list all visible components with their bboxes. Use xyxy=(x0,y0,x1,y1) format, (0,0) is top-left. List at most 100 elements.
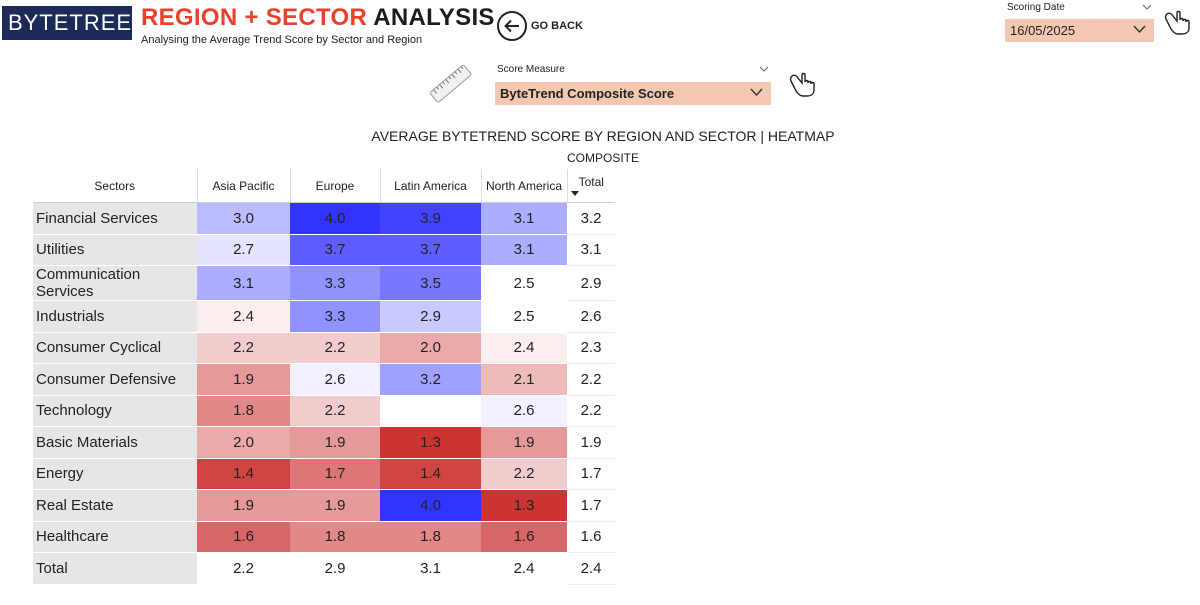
sector-label[interactable]: Communication Services xyxy=(33,265,197,301)
chevron-down-icon[interactable] xyxy=(759,66,769,72)
row-total-cell[interactable]: 3.1 xyxy=(567,234,615,266)
go-back-button[interactable]: GO BACK xyxy=(497,11,583,41)
heatmap-cell[interactable]: 1.8 xyxy=(290,521,380,553)
heatmap-cell[interactable]: 1.6 xyxy=(481,521,567,553)
heatmap-cell[interactable]: 2.4 xyxy=(197,300,290,333)
chevron-down-icon[interactable] xyxy=(1142,4,1152,10)
column-header-asia-pacific[interactable]: Asia Pacific xyxy=(197,169,291,203)
page-title-accent: REGION + SECTOR xyxy=(141,4,368,31)
heatmap-cell[interactable]: 2.0 xyxy=(380,332,481,364)
total-row-label[interactable]: Total xyxy=(33,552,197,585)
heatmap-cell[interactable]: 3.5 xyxy=(380,265,481,301)
heatmap-cell[interactable]: 3.1 xyxy=(481,202,567,235)
heatmap-cell[interactable]: 3.9 xyxy=(380,202,481,235)
row-total-cell[interactable]: 1.7 xyxy=(567,458,615,490)
heatmap-cell[interactable]: 3.7 xyxy=(290,234,380,266)
sector-label[interactable]: Consumer Cyclical xyxy=(33,332,197,364)
table-row: Healthcare 1.6 1.8 1.8 1.6 1.6 xyxy=(33,521,615,553)
row-total-cell[interactable]: 2.3 xyxy=(567,332,615,364)
heatmap-cell[interactable]: 4.0 xyxy=(380,489,481,522)
heatmap-cell[interactable]: 2.2 xyxy=(290,395,380,427)
heatmap-cell[interactable]: 2.4 xyxy=(481,332,567,364)
sector-label[interactable]: Real Estate xyxy=(33,489,197,522)
heatmap-cell[interactable]: 1.9 xyxy=(290,426,380,459)
scoring-date-label: Scoring Date xyxy=(1007,2,1065,13)
sector-label[interactable]: Industrials xyxy=(33,300,197,333)
heatmap-cell[interactable] xyxy=(380,395,481,427)
score-measure-value: ByteTrend Composite Score xyxy=(500,86,675,101)
heatmap-cell[interactable]: 1.6 xyxy=(197,521,290,553)
chevron-down-icon xyxy=(750,88,763,97)
heatmap-cell[interactable]: 1.9 xyxy=(197,363,290,396)
row-total-cell[interactable]: 1.9 xyxy=(567,426,615,459)
chevron-down-icon xyxy=(1133,25,1146,34)
heatmap-cell[interactable]: 3.7 xyxy=(380,234,481,266)
heatmap-cell[interactable]: 3.3 xyxy=(290,300,380,333)
scoring-date-dropdown[interactable]: 16/05/2025 xyxy=(1005,19,1154,42)
table-row: Utilities 2.7 3.7 3.7 3.1 3.1 xyxy=(33,234,615,266)
heatmap-cell[interactable]: 2.1 xyxy=(481,363,567,396)
heatmap-cell[interactable]: 1.3 xyxy=(481,489,567,522)
heatmap-cell[interactable]: 1.9 xyxy=(290,489,380,522)
heatmap-cell[interactable]: 2.2 xyxy=(290,332,380,364)
scoring-date-value: 16/05/2025 xyxy=(1010,23,1076,38)
score-measure-dropdown[interactable]: ByteTrend Composite Score xyxy=(495,82,771,105)
table-row: Financial Services 3.0 4.0 3.9 3.1 3.2 xyxy=(33,202,615,235)
column-total-cell[interactable]: 2.9 xyxy=(290,552,380,585)
sector-label[interactable]: Consumer Defensive xyxy=(33,363,197,396)
heatmap-cell[interactable]: 1.8 xyxy=(197,395,290,427)
table-row: Consumer Defensive 1.9 2.6 3.2 2.1 2.2 xyxy=(33,363,615,396)
column-total-cell[interactable]: 2.4 xyxy=(481,552,567,585)
heatmap-cell[interactable]: 2.6 xyxy=(290,363,380,396)
column-header-sectors[interactable]: Sectors xyxy=(33,169,198,203)
row-total-cell[interactable]: 2.9 xyxy=(567,265,615,301)
heatmap-cell[interactable]: 1.8 xyxy=(380,521,481,553)
heatmap-cell[interactable]: 2.5 xyxy=(481,265,567,301)
heatmap-cell[interactable]: 3.1 xyxy=(481,234,567,266)
heatmap-table: Sectors Asia Pacific Europe Latin Americ… xyxy=(33,169,615,585)
total-row: Total 2.2 2.9 3.1 2.4 2.4 xyxy=(33,552,615,585)
heatmap-cell[interactable]: 1.9 xyxy=(481,426,567,459)
heatmap-cell[interactable]: 3.2 xyxy=(380,363,481,396)
sort-descending-icon xyxy=(570,191,579,196)
sector-label[interactable]: Healthcare xyxy=(33,521,197,553)
row-total-cell[interactable]: 2.2 xyxy=(567,395,615,427)
sector-label[interactable]: Utilities xyxy=(33,234,197,266)
heatmap-cell[interactable]: 2.9 xyxy=(380,300,481,333)
heatmap-cell[interactable]: 1.9 xyxy=(197,489,290,522)
heatmap-cell[interactable]: 1.4 xyxy=(197,458,290,490)
row-total-cell[interactable]: 3.2 xyxy=(567,202,615,235)
heatmap-cell[interactable]: 2.0 xyxy=(197,426,290,459)
sector-label[interactable]: Basic Materials xyxy=(33,426,197,459)
sector-label[interactable]: Energy xyxy=(33,458,197,490)
heatmap-cell[interactable]: 2.7 xyxy=(197,234,290,266)
column-header-north-america[interactable]: North America xyxy=(481,169,568,203)
heatmap-cell[interactable]: 2.2 xyxy=(481,458,567,490)
bytetree-logo: BYTETREE xyxy=(2,6,132,40)
heatmap-cell[interactable]: 1.4 xyxy=(380,458,481,490)
column-header-total-label: Total xyxy=(578,175,604,189)
sector-label[interactable]: Technology xyxy=(33,395,197,427)
row-total-cell[interactable]: 2.6 xyxy=(567,300,615,333)
column-header-europe[interactable]: Europe xyxy=(290,169,381,203)
heatmap-cell[interactable]: 3.3 xyxy=(290,265,380,301)
row-total-cell[interactable]: 2.2 xyxy=(567,363,615,396)
page-title: REGION + SECTOR ANALYSIS xyxy=(141,4,495,32)
heatmap-cell[interactable]: 2.2 xyxy=(197,332,290,364)
column-total-cell[interactable]: 3.1 xyxy=(380,552,481,585)
heatmap-cell[interactable]: 2.5 xyxy=(481,300,567,333)
sector-label[interactable]: Financial Services xyxy=(33,202,197,235)
heatmap-cell[interactable]: 1.7 xyxy=(290,458,380,490)
column-header-latin-america[interactable]: Latin America xyxy=(380,169,482,203)
heatmap-cell[interactable]: 2.6 xyxy=(481,395,567,427)
column-header-total[interactable]: Total xyxy=(567,169,615,203)
grand-total-cell[interactable]: 2.4 xyxy=(567,552,615,585)
column-total-cell[interactable]: 2.2 xyxy=(197,552,290,585)
heatmap-cell[interactable]: 3.1 xyxy=(197,265,290,301)
heatmap-cell[interactable]: 3.0 xyxy=(197,202,290,235)
heatmap-cell[interactable]: 4.0 xyxy=(290,202,380,235)
row-total-cell[interactable]: 1.7 xyxy=(567,489,615,522)
heatmap-cell[interactable]: 1.3 xyxy=(380,426,481,459)
table-row: Energy 1.4 1.7 1.4 2.2 1.7 xyxy=(33,458,615,490)
row-total-cell[interactable]: 1.6 xyxy=(567,521,615,553)
